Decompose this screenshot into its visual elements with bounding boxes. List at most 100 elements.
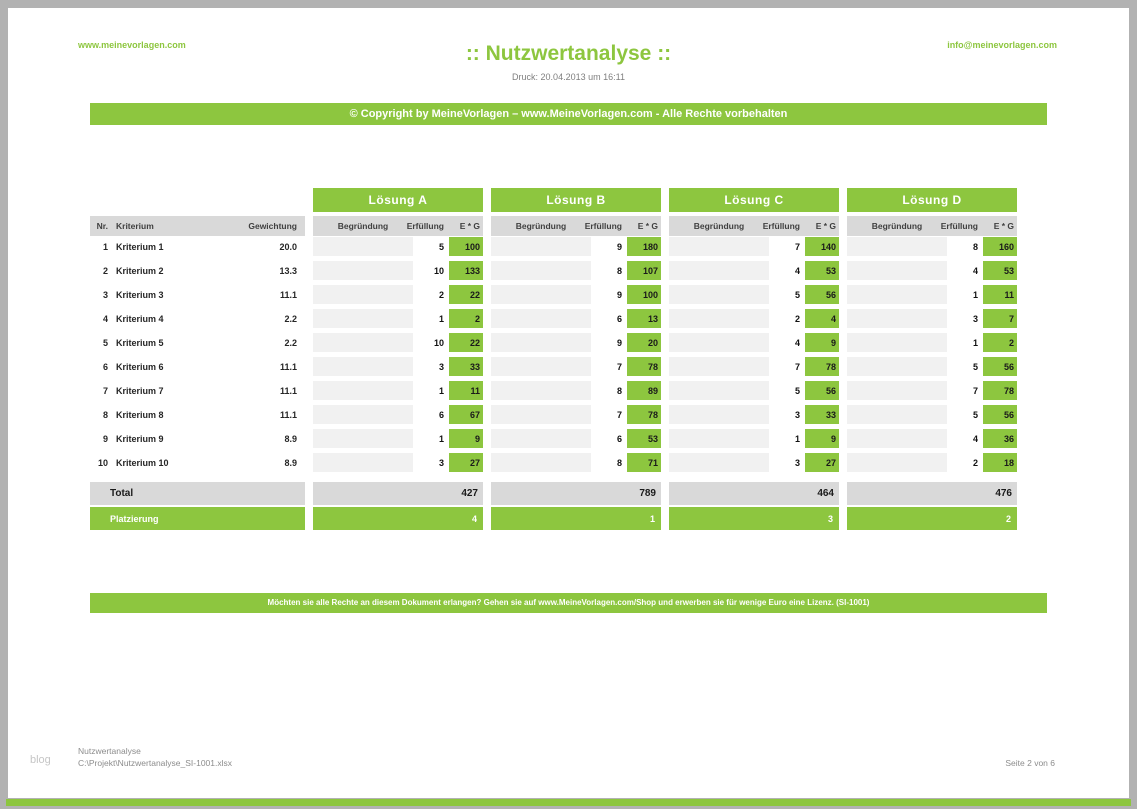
criteria-row: 8 Kriterium 8 11.1 [90, 405, 305, 424]
cell-erfuellung: 9 [616, 337, 622, 348]
cell-e-mal-g: 7 [983, 309, 1017, 328]
cell-begruendung [491, 429, 591, 448]
solution-total-value: 427 [461, 488, 478, 499]
cell-e-mal-g: 11 [449, 381, 483, 400]
copyright-banner: © Copyright by MeineVorlagen – www.Meine… [90, 103, 1047, 125]
solution-row: 7 78 [847, 381, 1017, 400]
criteria-block: Nr. Kriterium Gewichtung 1 Kriterium 1 2… [90, 188, 305, 535]
row-gewichtung: 2.2 [284, 313, 297, 324]
subheader-begruendung: Begründung [515, 221, 567, 231]
criteria-header-row: Nr. Kriterium Gewichtung [90, 216, 305, 236]
cell-erfuellung: 9 [616, 289, 622, 300]
cell-erfuellung: 5 [972, 409, 978, 420]
cell-erfuellung: 1 [438, 385, 444, 396]
criteria-row: 2 Kriterium 2 13.3 [90, 261, 305, 280]
cell-begruendung [847, 405, 947, 424]
subheader-e-mal-g: E * G [993, 221, 1014, 231]
solution-subheader-row: Begründung Erfüllung E * G [847, 216, 1017, 236]
cell-erfuellung: 4 [794, 265, 800, 276]
row-gewichtung: 11.1 [279, 409, 297, 420]
cell-e-mal-g: 100 [449, 237, 483, 256]
solution-platzierung-value: 2 [1005, 513, 1011, 524]
solution-row: 6 67 [313, 405, 483, 424]
cell-begruendung [669, 357, 769, 376]
solution-header: Lösung C [669, 188, 839, 212]
cell-begruendung [313, 429, 413, 448]
cell-begruendung [847, 261, 947, 280]
cell-e-mal-g: 9 [449, 429, 483, 448]
cell-begruendung [847, 309, 947, 328]
cell-e-mal-g: 27 [805, 453, 839, 472]
cell-e-mal-g: 9 [805, 429, 839, 448]
cell-e-mal-g: 33 [449, 357, 483, 376]
email-link: info@meinevorlagen.com [947, 40, 1057, 50]
solution-row: 4 9 [669, 333, 839, 352]
cell-erfuellung: 1 [972, 337, 978, 348]
row-kriterium: Kriterium 7 [116, 385, 164, 396]
solution-total-value: 464 [817, 488, 834, 499]
cell-begruendung [669, 333, 769, 352]
cell-begruendung [491, 285, 591, 304]
solution-row: 3 27 [669, 453, 839, 472]
solution-row: 3 33 [669, 405, 839, 424]
solution-row: 3 7 [847, 309, 1017, 328]
cell-begruendung [313, 333, 413, 352]
solution-platzierung-value: 3 [827, 513, 833, 524]
cell-erfuellung: 3 [794, 457, 800, 468]
row-kriterium: Kriterium 1 [116, 241, 164, 252]
solution-row: 4 53 [669, 261, 839, 280]
solution-row: 8 71 [491, 453, 661, 472]
header-gewichtung: Gewichtung [248, 221, 297, 231]
solution-row: 3 33 [313, 357, 483, 376]
cell-erfuellung: 7 [972, 385, 978, 396]
cell-erfuellung: 2 [438, 289, 444, 300]
cell-e-mal-g: 160 [983, 237, 1017, 256]
cell-erfuellung: 4 [972, 433, 978, 444]
row-kriterium: Kriterium 9 [116, 433, 164, 444]
platzierung-label: Platzierung [110, 513, 159, 524]
bottom-accent-strip [6, 799, 1131, 806]
cell-e-mal-g: 2 [983, 333, 1017, 352]
cell-begruendung [669, 405, 769, 424]
cell-begruendung [669, 429, 769, 448]
cell-e-mal-g: 89 [627, 381, 661, 400]
cell-e-mal-g: 22 [449, 333, 483, 352]
solution-row: 9 20 [491, 333, 661, 352]
cell-e-mal-g: 78 [983, 381, 1017, 400]
solution-row: 5 56 [847, 405, 1017, 424]
cell-begruendung [847, 285, 947, 304]
cell-erfuellung: 3 [972, 313, 978, 324]
cell-erfuellung: 3 [794, 409, 800, 420]
cell-e-mal-g: 20 [627, 333, 661, 352]
solution-row: 1 11 [313, 381, 483, 400]
cell-erfuellung: 7 [794, 241, 800, 252]
row-gewichtung: 2.2 [284, 337, 297, 348]
license-banner: Möchten sie alle Rechte an diesem Dokume… [90, 593, 1047, 613]
cell-begruendung [313, 285, 413, 304]
cell-erfuellung: 5 [438, 241, 444, 252]
solution-row: 7 78 [669, 357, 839, 376]
cell-e-mal-g: 140 [805, 237, 839, 256]
criteria-row: 6 Kriterium 6 11.1 [90, 357, 305, 376]
row-nr: 4 [102, 313, 108, 324]
cell-erfuellung: 5 [794, 385, 800, 396]
cell-e-mal-g: 36 [983, 429, 1017, 448]
footer-page-number: Seite 2 von 6 [1005, 758, 1055, 768]
cell-e-mal-g: 67 [449, 405, 483, 424]
subheader-e-mal-g: E * G [815, 221, 836, 231]
solution-row: 8 160 [847, 237, 1017, 256]
criteria-row: 3 Kriterium 3 11.1 [90, 285, 305, 304]
cell-erfuellung: 8 [616, 457, 622, 468]
cell-begruendung [313, 237, 413, 256]
cell-e-mal-g: 180 [627, 237, 661, 256]
subheader-e-mal-g: E * G [637, 221, 658, 231]
row-gewichtung: 8.9 [284, 457, 297, 468]
solution-header: Lösung A [313, 188, 483, 212]
solution-platzierung-value: 1 [649, 513, 655, 524]
cell-begruendung [669, 453, 769, 472]
solution-row: 1 2 [313, 309, 483, 328]
cell-e-mal-g: 78 [627, 357, 661, 376]
cell-e-mal-g: 56 [983, 405, 1017, 424]
solution-row: 2 18 [847, 453, 1017, 472]
row-gewichtung: 11.1 [279, 289, 297, 300]
